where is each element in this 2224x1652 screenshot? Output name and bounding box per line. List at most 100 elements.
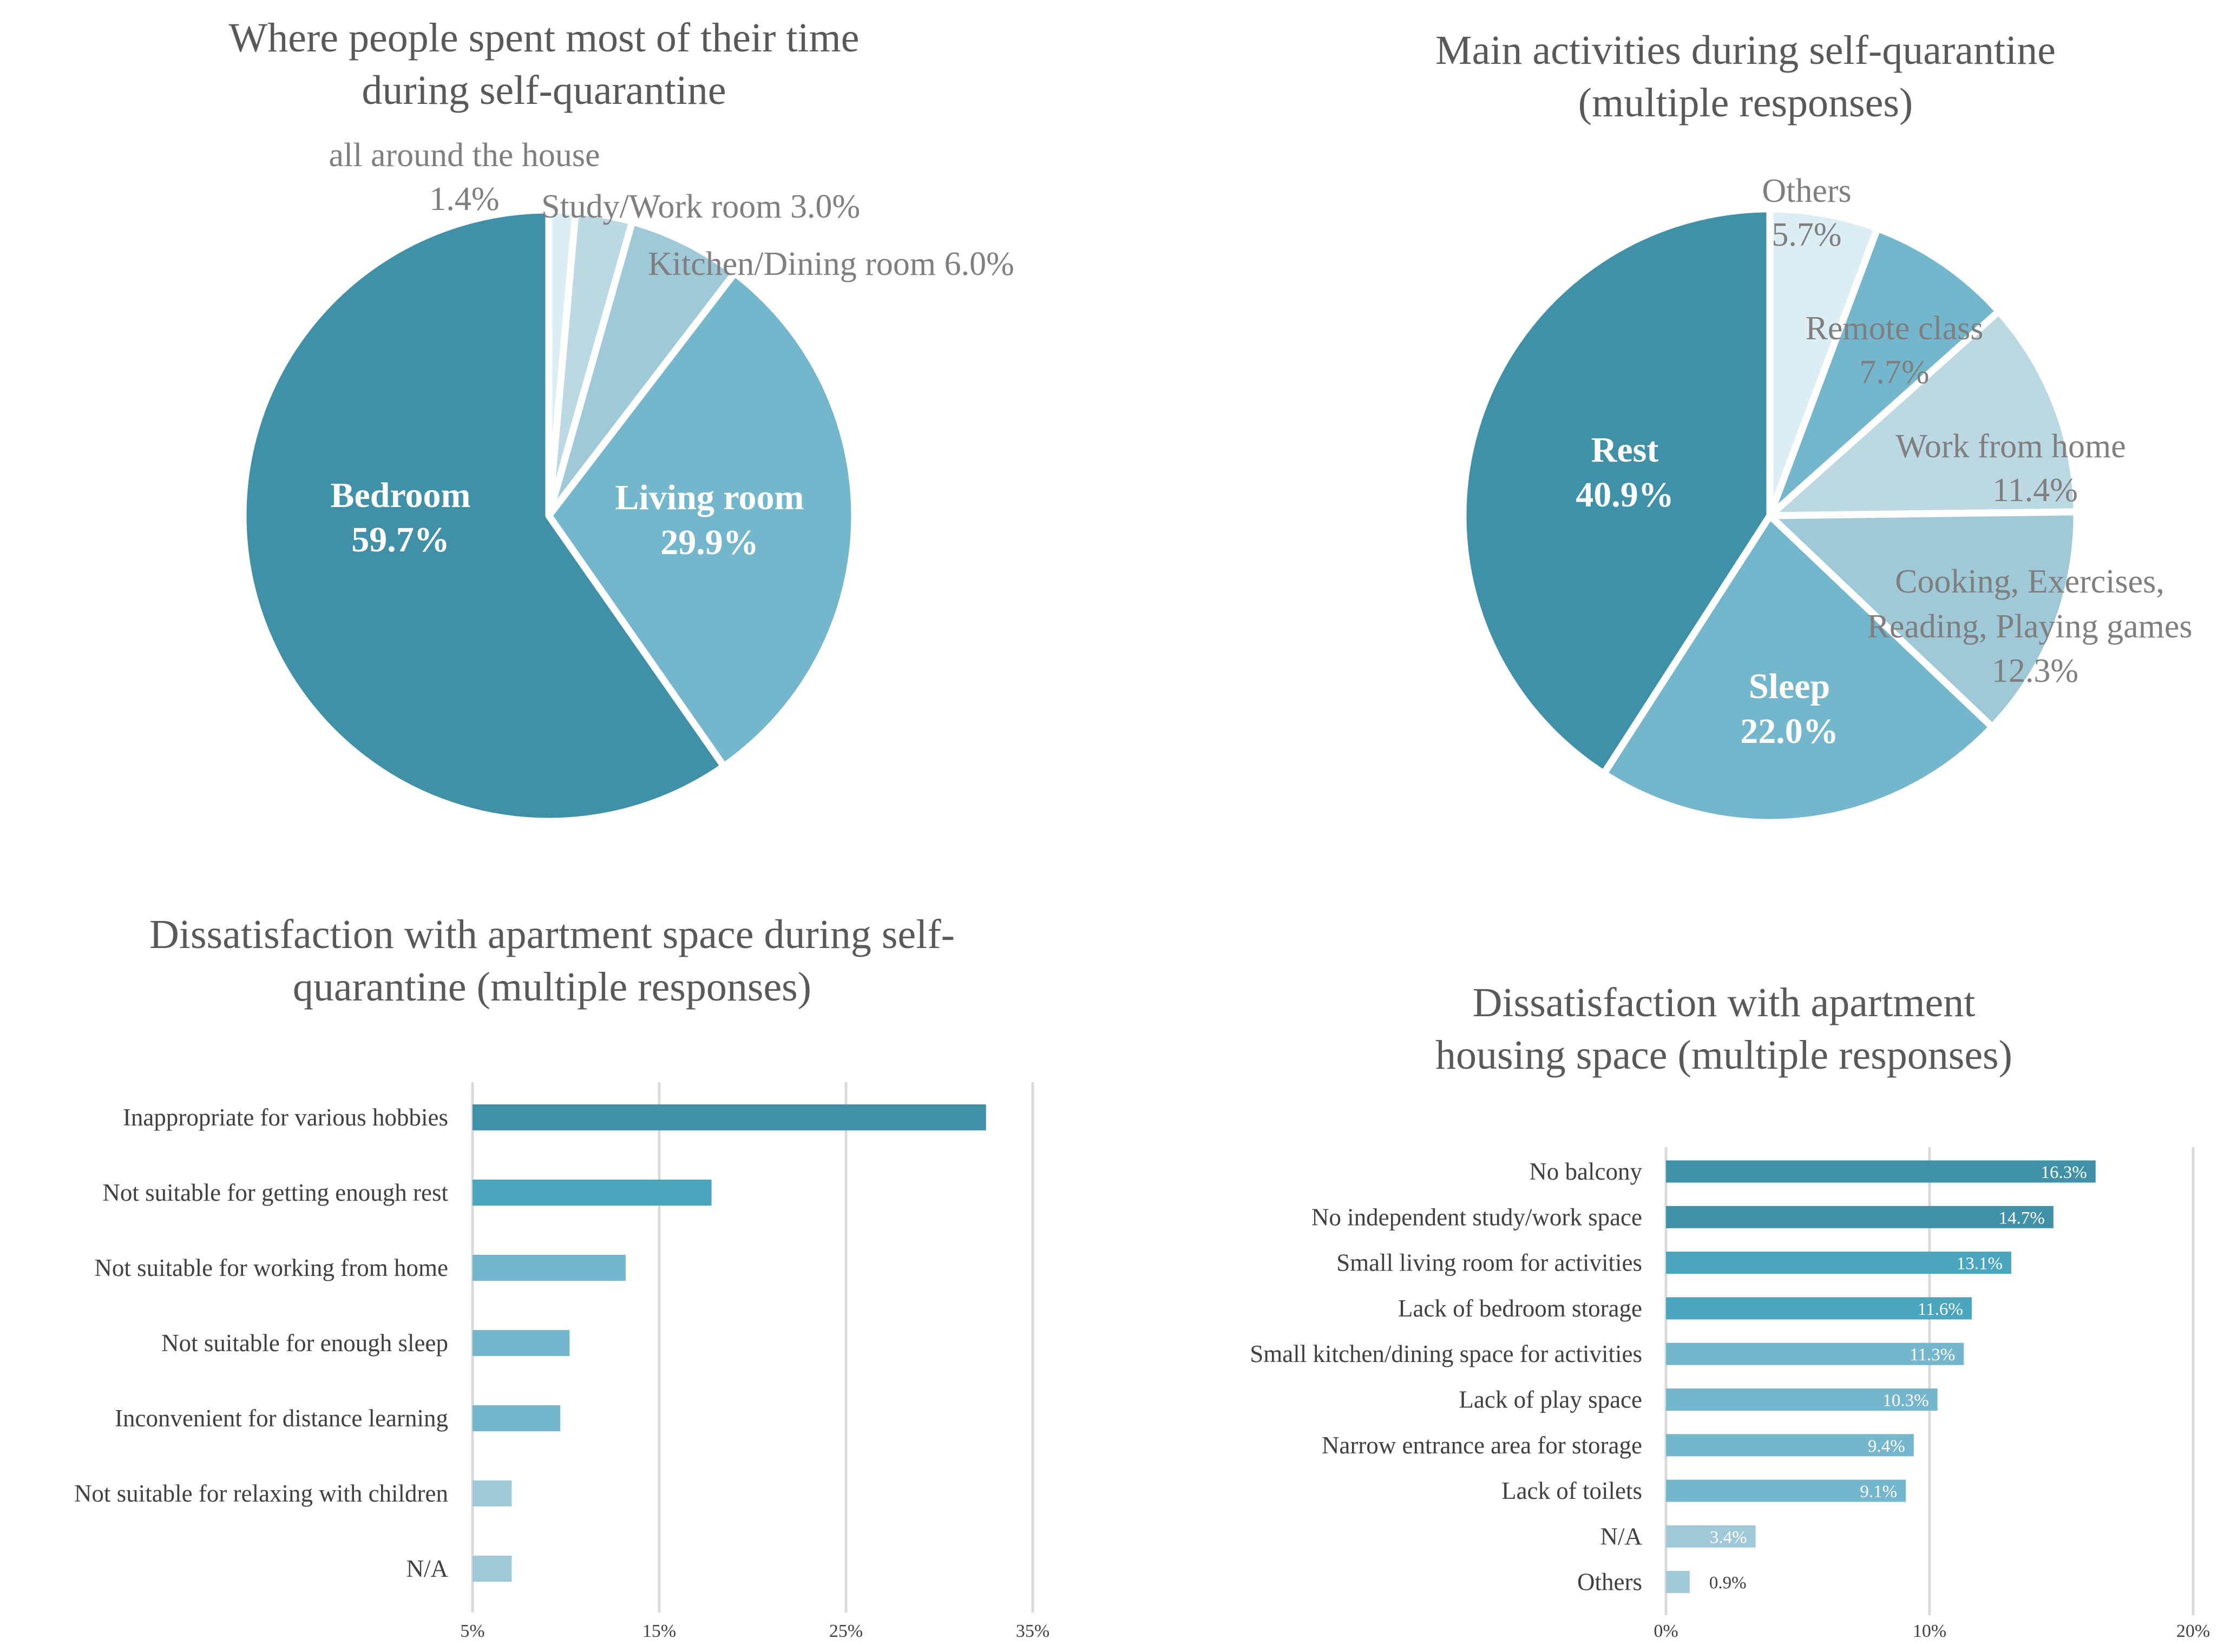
bar2-value-labels: 16.3% 14.7% 13.1% 11.6% 11.3% 10.3% 9.4% 9.1% 3.… (1709, 1163, 2087, 1593)
bar2-value-no-balcony: 16.3% (2041, 1163, 2087, 1182)
bar2-bar-no-balcony (1666, 1160, 2096, 1183)
bar1-x-tick-15: 15% (642, 1621, 676, 1641)
bar2-category-n-a: N/A (1600, 1523, 1643, 1550)
bar1-bar-not-suitable-for-relaxing-with-children (473, 1480, 512, 1506)
bar1-category-not-suitable-for-enough-sleep: Not suitable for enough sleep (161, 1330, 448, 1357)
pie1-label-house: all around the house (329, 137, 600, 174)
bar2-value-lack-of-toilets: 9.1% (1860, 1482, 1897, 1502)
pie2-value-others: 5.7% (1772, 216, 1841, 253)
pie2-value-cooking: 12.3% (1992, 653, 2078, 689)
bar1-bar-inconvenient-for-distance-learning (473, 1405, 561, 1431)
bar2-value-small-living-room-for-activities: 13.1% (1957, 1254, 2003, 1274)
bar2-value-lack-of-bedroom-storage: 11.6% (1918, 1300, 1963, 1319)
bar2-value-small-kitchen-dining-space-for-activities: 11.3% (1910, 1345, 1955, 1365)
bar2-title-line2: housing space (multiple responses) (1435, 1032, 2012, 1078)
bar2-bar-lack-of-bedroom-storage (1666, 1297, 1972, 1320)
pie1-label-kitchen: Kitchen/Dining room 6.0% (648, 246, 1014, 282)
pie2-slice-remote-class (1766, 225, 2003, 519)
bar1-title-line1: Dissatisfaction with apartment space dur… (149, 912, 955, 957)
bar1-bar-not-suitable-for-working-from-home (473, 1255, 626, 1281)
pie1-slices (239, 206, 858, 825)
pie2-value-rest: 40.9% (1576, 475, 1674, 515)
bar1-bar-not-suitable-for-enough-sleep (473, 1330, 570, 1356)
bar2-bar-n-a (1666, 1525, 1756, 1548)
bar1-bars (473, 1104, 986, 1582)
pie1-title-line2: during self-quarantine (362, 68, 726, 113)
bar2-x-tick-labels: 0% 10% 20% (1654, 1621, 2210, 1641)
bar2-x-tick-0: 0% (1654, 1621, 1678, 1641)
pie-chart-where-time-spent: Where people spent most of their time du… (229, 15, 1014, 825)
pie1-slice-kitchen-dining-room-6-0 (545, 218, 738, 519)
bar2-title-line1: Dissatisfaction with apartment (1473, 980, 1976, 1025)
pie2-slice-sleep (1600, 512, 1996, 826)
pie1-value-bedroom: 59.7% (351, 520, 450, 560)
bar2-category-no-independent-study-work-space: No independent study/work space (1311, 1203, 1642, 1230)
pie2-label-remote: Remote class (1806, 310, 1984, 347)
bar1-category-inappropriate-for-various-hobbies: Inappropriate for various hobbies (123, 1104, 448, 1131)
bar1-category-inconvenient-for-distance-learning: Inconvenient for distance learning (115, 1405, 448, 1432)
pie2-value-wfh: 11.4% (1992, 472, 2078, 509)
bar1-bar-n-a (473, 1556, 512, 1582)
bar1-category-not-suitable-for-getting-enough-rest: Not suitable for getting enough rest (102, 1179, 448, 1206)
pie2-title-line1: Main activities during self-quarantine (1435, 28, 2056, 73)
bar2-category-lack-of-play-space: Lack of play space (1459, 1386, 1642, 1413)
bar-chart-dissatisfaction-housing: Dissatisfaction with apartment housing s… (1250, 980, 2210, 1641)
pie1-label-study: Study/Work room 3.0% (541, 188, 860, 225)
bar2-value-lack-of-play-space: 10.3% (1882, 1391, 1928, 1411)
pie1-value-house: 1.4% (429, 181, 499, 218)
bar1-bar-inappropriate-for-various-hobbies (473, 1104, 986, 1130)
bar2-category-labels: No balcony No independent study/work spac… (1250, 1158, 1642, 1596)
bar2-value-others: 0.9% (1709, 1574, 1747, 1593)
bar2-value-n-a: 3.4% (1710, 1528, 1747, 1547)
pie2-label-sleep: Sleep (1749, 667, 1830, 706)
bar2-bar-narrow-entrance-area-for-storage (1666, 1434, 1914, 1457)
pie2-label-cooking-line2: Reading, Playing games (1867, 608, 2193, 645)
bar1-x-tick-5: 5% (460, 1621, 484, 1641)
bar1-category-not-suitable-for-working-from-home: Not suitable for working from home (94, 1254, 448, 1281)
bar2-bar-others (1666, 1571, 1690, 1594)
bar1-category-labels: Inappropriate for various hobbies Not sui… (74, 1104, 449, 1582)
bar2-category-lack-of-toilets: Lack of toilets (1501, 1477, 1642, 1504)
bar2-x-tick-10: 10% (1913, 1621, 1946, 1641)
pie1-title-line1: Where people spent most of their time (229, 15, 860, 61)
pie2-label-cooking-line1: Cooking, Exercises, (1895, 563, 2164, 600)
bar2-bar-small-kitchen-dining-space-for-activities (1666, 1342, 1964, 1365)
pie2-slices (1459, 205, 2081, 826)
bar2-value-no-independent-study-work-space: 14.7% (1999, 1208, 2045, 1228)
bar1-title-line2: quarantine (multiple responses) (293, 964, 811, 1010)
bar1-category-n-a: N/A (406, 1555, 449, 1582)
bar1-bar-not-suitable-for-getting-enough-rest (473, 1180, 712, 1206)
bar1-x-tick-labels: 5% 15% 25% 35% (460, 1621, 1049, 1641)
bar2-category-others: Others (1577, 1569, 1642, 1596)
pie2-slice-work-from-home (1766, 307, 2081, 519)
pie2-label-rest: Rest (1591, 430, 1659, 470)
bar2-bar-lack-of-play-space (1666, 1388, 1938, 1411)
bar2-bar-no-independent-study-work-space (1666, 1206, 2054, 1228)
pie1-slice-bedroom (239, 206, 727, 825)
pie2-value-sleep: 22.0% (1740, 712, 1839, 751)
bar2-category-small-living-room-for-activities: Small living room for activities (1336, 1249, 1642, 1276)
pie2-slice-cooking-exercises (1766, 508, 2081, 731)
pie2-label-wfh: Work from home (1895, 428, 2125, 465)
pie1-value-living: 29.9% (660, 523, 759, 562)
bar2-bar-small-living-room-for-activities (1666, 1252, 2011, 1274)
pie-chart-main-activities: Main activities during self-quarantine (… (1435, 28, 2193, 826)
bar2-category-small-kitchen-dining-space-for-activities: Small kitchen/dining space for activitie… (1250, 1340, 1642, 1367)
bar2-category-lack-of-bedroom-storage: Lack of bedroom storage (1398, 1295, 1642, 1322)
bar1-x-tick-35: 35% (1016, 1621, 1049, 1641)
bar2-bar-lack-of-toilets (1666, 1479, 1906, 1502)
bar1-x-tick-25: 25% (829, 1621, 863, 1641)
pie2-value-remote: 7.7% (1859, 354, 1929, 391)
bar2-category-no-balcony: No balcony (1529, 1158, 1642, 1185)
pie1-slice-living-room (545, 269, 858, 770)
pie1-label-living: Living room (615, 478, 804, 517)
pie2-label-others: Others (1762, 173, 1851, 209)
pie1-label-bedroom: Bedroom (330, 476, 470, 515)
bar1-category-not-suitable-for-relaxing-with-children: Not suitable for relaxing with children (74, 1480, 448, 1507)
pie2-slice-rest (1459, 205, 1774, 778)
bar2-bars (1666, 1160, 2096, 1594)
pie2-title-line2: (multiple responses) (1578, 80, 1913, 126)
bar2-value-narrow-entrance-area-for-storage: 9.4% (1868, 1437, 1905, 1456)
bar2-category-narrow-entrance-area-for-storage: Narrow entrance area for storage (1322, 1432, 1642, 1459)
